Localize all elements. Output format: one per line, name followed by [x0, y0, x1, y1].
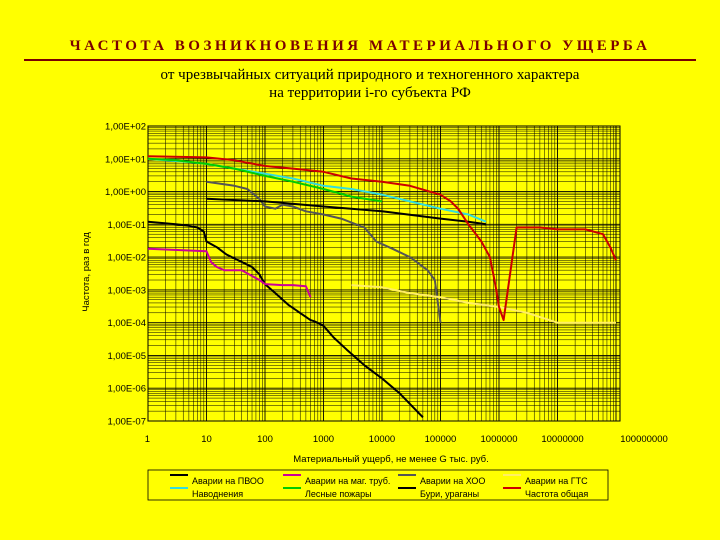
- x-tick-label: 100000: [425, 434, 457, 445]
- x-tick-label: 10: [201, 434, 212, 445]
- series-line-4: [351, 284, 616, 324]
- y-tick-label: 1,00E-04: [107, 318, 146, 329]
- legend-label: Бури, ураганы: [420, 489, 479, 499]
- legend-label: Аварии на ПВОО: [192, 476, 264, 486]
- series-line-7: [206, 197, 487, 226]
- y-tick-label: 1,00E-03: [107, 285, 146, 296]
- series-line-3: [206, 180, 442, 323]
- legend-box: [147, 469, 609, 501]
- series-line-5: [147, 157, 487, 223]
- x-tick-label: 10000: [369, 434, 395, 445]
- legend-label: Аварии на маг. труб.: [305, 476, 390, 486]
- page-title: ЧАСТОТА ВОЗНИКНОВЕНИЯ МАТЕРИАЛЬНОГО УЩЕР…: [69, 38, 651, 54]
- x-tick-label: 100: [257, 434, 273, 445]
- x-tick-label: 1000: [313, 434, 334, 445]
- x-tick-label: 100000000: [620, 434, 668, 445]
- y-tick-label: 1,00E-01: [107, 220, 146, 231]
- y-axis-ticks: 1,00E+02 1,00E+01 1,00E+00 1,00E-01 1,00E-02…: [105, 122, 146, 428]
- chart-legend: Аварии на ПВОО Аварии на маг. труб. Аварии…: [147, 469, 609, 501]
- series-line-8: [147, 155, 617, 322]
- legend-label: Частота общая: [525, 489, 588, 499]
- subtitle-line-2: на территории i-го субъекта РФ: [269, 85, 471, 101]
- chart-grid: [147, 126, 620, 422]
- x-axis-label: Материальный ущерб, не менее G тыс. руб.: [293, 454, 489, 465]
- plot-area-frame: [147, 125, 621, 422]
- y-tick-label: 1,00E+00: [105, 187, 146, 198]
- legend-label: Аварии на ГТС: [525, 476, 588, 486]
- y-tick-label: 1,00E+02: [105, 122, 146, 133]
- series-line-1: [147, 220, 424, 418]
- series-line-2: [147, 247, 312, 298]
- subtitle-line-1: от чрезвычайных ситуаций природного и те…: [160, 67, 580, 83]
- legend-label: Лесные пожары: [305, 489, 372, 499]
- y-tick-label: 1,00E-07: [107, 417, 146, 428]
- title-underline: [24, 59, 696, 61]
- y-tick-label: 1,00E-05: [107, 351, 146, 362]
- legend-label: Наводнения: [192, 489, 243, 499]
- legend-label: Аварии на ХОО: [420, 476, 485, 486]
- x-tick-label: 1000000: [481, 434, 518, 445]
- y-tick-label: 1,00E+01: [105, 154, 146, 165]
- series-lines: [147, 155, 617, 418]
- y-axis-label: Частота, раз в год: [81, 232, 92, 312]
- x-axis-ticks: 1 10 100 1000 10000 100000 1000000 10000000 1000…: [145, 434, 668, 445]
- x-tick-label: 10000000: [541, 434, 583, 445]
- x-tick-label: 1: [145, 434, 150, 445]
- series-line-6: [147, 157, 383, 203]
- y-tick-label: 1,00E-02: [107, 253, 146, 264]
- y-tick-label: 1,00E-06: [107, 384, 146, 395]
